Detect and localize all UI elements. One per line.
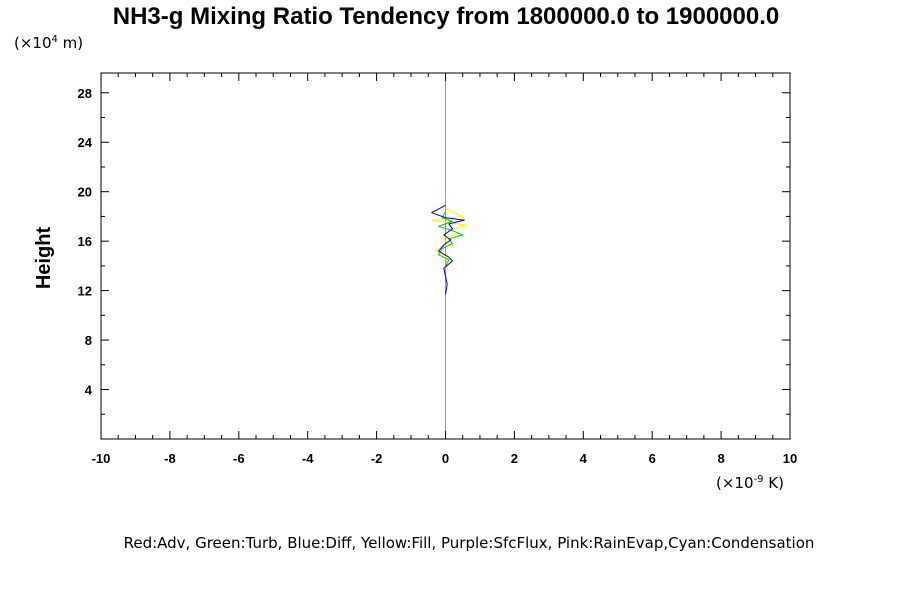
x-axis-unit: (×10-9 K) xyxy=(716,474,784,492)
chart-title: NH3-g Mixing Ratio Tendency from 1800000… xyxy=(113,3,779,30)
y-tick-label: 28 xyxy=(78,86,92,101)
x-tick-label: 2 xyxy=(511,451,518,466)
x-tick-label: 8 xyxy=(717,451,724,466)
x-unit-suffix: K) xyxy=(764,474,784,492)
x-tick-label: -10 xyxy=(92,451,111,466)
x-tick-label: 0 xyxy=(442,451,449,466)
x-tick-label: -4 xyxy=(302,451,314,466)
ticks-layer xyxy=(100,73,791,439)
y-axis-unit: (×104 m) xyxy=(14,34,83,52)
x-tick-label: -8 xyxy=(164,451,176,466)
x-tick-label: -6 xyxy=(233,451,245,466)
x-tick-label: 6 xyxy=(649,451,656,466)
series-line-3 xyxy=(431,204,465,295)
y-tick-label: 20 xyxy=(78,185,92,200)
x-tick-label: 10 xyxy=(783,451,797,466)
x-tick-label: -2 xyxy=(371,451,383,466)
legend: Red:Adv, Green:Turb, Blue:Diff, Yellow:F… xyxy=(124,534,815,552)
x-unit-exponent: -9 xyxy=(754,474,764,485)
y-unit-prefix: (×10 xyxy=(14,34,52,52)
series-line-1 xyxy=(431,207,467,269)
y-tick-label: 16 xyxy=(78,234,92,249)
series-line-2 xyxy=(438,211,464,267)
x-tick-label: 4 xyxy=(580,451,588,466)
y-tick-label: 12 xyxy=(78,284,92,299)
x-unit-prefix: (×10 xyxy=(716,474,754,492)
y-unit-suffix: m) xyxy=(58,34,83,52)
y-tick-label: 24 xyxy=(78,135,93,150)
series-layer xyxy=(431,73,467,439)
y-tick-label: 4 xyxy=(85,383,93,398)
y-unit-exponent: 4 xyxy=(52,34,58,45)
y-axis-title: Height xyxy=(33,227,55,290)
y-tick-label: 8 xyxy=(85,333,92,348)
